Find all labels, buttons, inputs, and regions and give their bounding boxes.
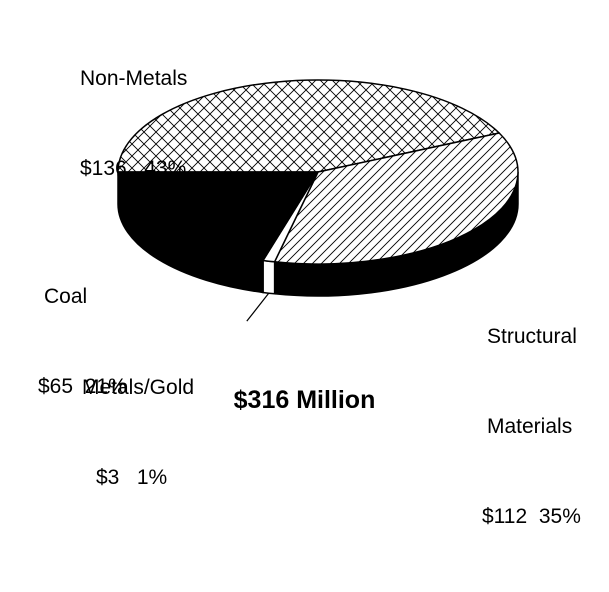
- label-structural-value: $112: [482, 505, 527, 528]
- label-metals-gold-value: $3: [96, 466, 119, 489]
- label-metals-gold: Metals/Gold $3 1%: [82, 313, 194, 553]
- label-structural-materials: Structural Materials $112 35%: [482, 262, 581, 592]
- label-structural-name: Structural: [482, 322, 581, 352]
- label-non-metals-value: $136: [80, 157, 127, 180]
- label-structural-percent: 35%: [539, 505, 581, 528]
- label-non-metals-percent: 43%: [144, 157, 186, 180]
- label-coal-name: Coal: [38, 282, 127, 312]
- label-structural-name-line2: Materials: [482, 412, 581, 442]
- pie-side-metals-gold: [263, 260, 275, 293]
- pie-chart: Non-Metals $136 43% Coal $65 21% Metals/…: [0, 0, 609, 429]
- label-metals-gold-percent: 1%: [137, 466, 167, 489]
- leader-line-metals-gold: [247, 293, 269, 321]
- label-non-metals: Non-Metals $136 43%: [80, 4, 187, 244]
- chart-total: $316 Million: [0, 386, 609, 415]
- label-non-metals-name: Non-Metals: [80, 64, 187, 94]
